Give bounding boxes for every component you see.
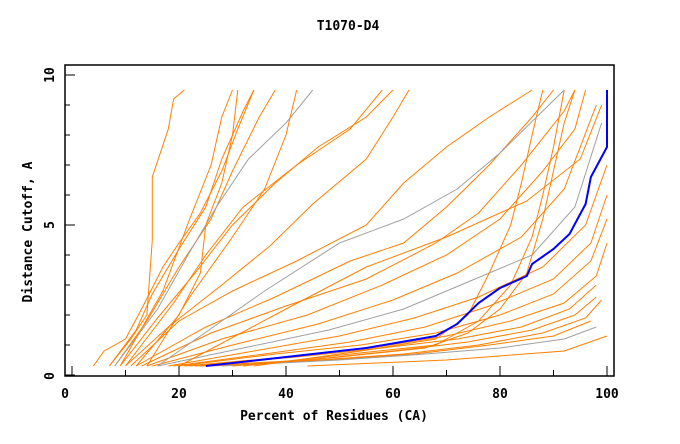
model-line — [119, 89, 394, 367]
model-line — [135, 89, 239, 367]
model-line — [114, 89, 314, 367]
x-tick-label: 100 — [595, 387, 619, 402]
model-line — [232, 89, 576, 367]
model-line — [109, 89, 185, 367]
x-tick-label: 80 — [492, 387, 508, 402]
x-tick-label: 0 — [61, 387, 69, 402]
model-line — [130, 89, 533, 367]
x-axis-label: Percent of Residues (CA) — [240, 409, 428, 424]
chart-title: T1070-D4 — [317, 19, 380, 34]
model-line — [92, 89, 255, 367]
highlight-line-group — [205, 90, 608, 367]
axis-ticks — [65, 74, 608, 376]
model-line — [211, 320, 592, 367]
y-axis-label: Distance Cutoff, A — [21, 161, 36, 302]
y-tick-labels: 0 5 10 — [43, 67, 58, 380]
model-line — [253, 89, 544, 367]
y-tick-label: 5 — [43, 221, 58, 229]
model-line — [307, 335, 608, 367]
plot-frame — [64, 64, 615, 377]
model-line — [178, 104, 603, 367]
model-line — [168, 164, 608, 367]
model-line — [200, 299, 602, 367]
model-lines — [92, 89, 608, 367]
x-tick-label: 20 — [171, 387, 187, 402]
highlight-line — [205, 90, 608, 367]
model-line — [114, 89, 276, 367]
model-line — [135, 89, 554, 367]
model-line — [119, 89, 233, 367]
model-line — [125, 89, 410, 367]
model-line — [146, 89, 587, 367]
model-line — [146, 89, 298, 367]
model-line — [152, 104, 597, 367]
x-tick-label: 60 — [385, 387, 401, 402]
x-tick-label: 40 — [278, 387, 294, 402]
x-tick-labels: 0 20 40 60 80 100 — [61, 387, 619, 402]
model-line — [125, 89, 383, 367]
model-line — [157, 89, 565, 367]
model-line — [178, 218, 608, 367]
model-line — [243, 89, 565, 367]
y-tick-label: 0 — [43, 372, 58, 380]
model-line — [141, 89, 576, 367]
y-tick-label: 10 — [43, 67, 58, 83]
model-line — [157, 122, 603, 367]
model-line — [189, 284, 597, 367]
model-line — [221, 326, 597, 367]
model-line — [173, 194, 608, 367]
model-line — [108, 89, 255, 367]
